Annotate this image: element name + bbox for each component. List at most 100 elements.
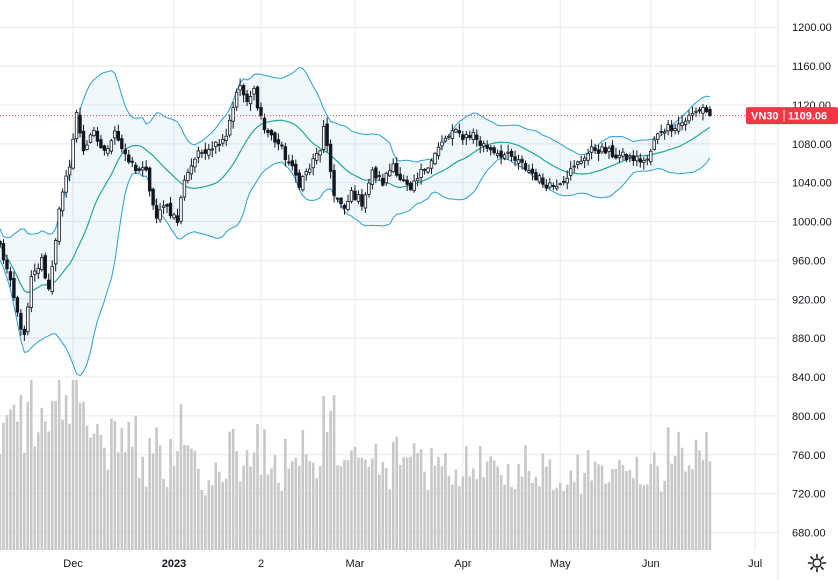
candlesticks[interactable] <box>0 78 712 341</box>
candle[interactable] <box>5 254 9 274</box>
candle[interactable] <box>482 140 486 153</box>
candle[interactable] <box>628 153 632 163</box>
candle[interactable] <box>544 179 549 191</box>
candle[interactable] <box>572 160 576 173</box>
candle[interactable] <box>603 142 608 155</box>
candle[interactable] <box>67 159 72 182</box>
candle[interactable] <box>151 187 155 210</box>
candle[interactable] <box>468 130 472 141</box>
candle[interactable] <box>704 104 709 113</box>
candle[interactable] <box>217 138 221 152</box>
candle[interactable] <box>280 141 284 150</box>
candle[interactable] <box>478 136 482 154</box>
candle[interactable] <box>144 160 148 172</box>
candle[interactable] <box>495 149 500 159</box>
candle[interactable] <box>15 295 20 317</box>
candle[interactable] <box>85 140 89 151</box>
candle[interactable] <box>92 126 96 138</box>
candle[interactable] <box>74 109 79 143</box>
candle[interactable] <box>179 195 183 225</box>
candle[interactable] <box>405 175 409 192</box>
candle[interactable] <box>158 203 162 223</box>
candle[interactable] <box>419 163 423 185</box>
candle[interactable] <box>471 128 475 144</box>
candle[interactable] <box>346 194 350 212</box>
candle[interactable] <box>262 113 267 134</box>
candle[interactable] <box>457 123 462 138</box>
candle[interactable] <box>642 156 646 170</box>
candle[interactable] <box>297 169 301 191</box>
candle[interactable] <box>273 131 277 148</box>
candle[interactable] <box>447 134 451 140</box>
candle[interactable] <box>673 123 677 135</box>
candle[interactable] <box>245 89 249 106</box>
candle[interactable] <box>680 115 684 131</box>
candle[interactable] <box>624 153 629 163</box>
candle[interactable] <box>589 139 594 160</box>
candle[interactable] <box>287 154 291 166</box>
candle[interactable] <box>328 139 333 179</box>
candle[interactable] <box>600 143 604 155</box>
candle[interactable] <box>60 188 65 217</box>
candle[interactable] <box>506 144 510 160</box>
candle[interactable] <box>116 124 121 142</box>
candle[interactable] <box>71 133 75 170</box>
candle[interactable] <box>318 149 322 163</box>
candle[interactable] <box>433 152 437 166</box>
candle[interactable] <box>652 135 656 151</box>
time-axis[interactable]: Dec 2023 2 Mar Apr May Jun Jul <box>63 558 762 570</box>
candle[interactable] <box>530 163 535 181</box>
candle[interactable] <box>676 116 681 135</box>
candle[interactable] <box>335 197 340 203</box>
candle[interactable] <box>502 152 507 161</box>
candle[interactable] <box>22 325 27 341</box>
candle[interactable] <box>266 128 270 138</box>
candle[interactable] <box>440 135 444 151</box>
candle[interactable] <box>377 170 382 181</box>
candle[interactable] <box>252 85 256 101</box>
candle[interactable] <box>610 140 615 159</box>
candle[interactable] <box>454 127 458 134</box>
candle[interactable] <box>12 271 16 301</box>
candle[interactable] <box>450 124 455 146</box>
candle[interactable] <box>214 141 218 155</box>
candle[interactable] <box>123 143 127 161</box>
candle[interactable] <box>370 167 375 190</box>
candle[interactable] <box>255 85 260 111</box>
candle[interactable] <box>367 178 371 198</box>
candle[interactable] <box>231 101 235 129</box>
candle[interactable] <box>102 144 107 156</box>
candle[interactable] <box>186 168 190 184</box>
candle[interactable] <box>631 150 636 166</box>
candle[interactable] <box>196 146 201 164</box>
candle[interactable] <box>290 154 295 171</box>
candle[interactable] <box>140 161 145 177</box>
candle[interactable] <box>683 117 688 131</box>
candle[interactable] <box>520 155 524 170</box>
candle[interactable] <box>617 149 622 163</box>
candle[interactable] <box>607 145 611 160</box>
candle[interactable] <box>649 148 653 166</box>
candle[interactable] <box>541 173 545 188</box>
candle[interactable] <box>168 197 173 219</box>
candle[interactable] <box>662 128 667 140</box>
candle[interactable] <box>562 175 566 186</box>
candle[interactable] <box>113 126 117 145</box>
candle[interactable] <box>697 106 702 114</box>
candle[interactable] <box>534 168 538 181</box>
candle[interactable] <box>485 140 489 153</box>
candle[interactable] <box>0 239 2 248</box>
candle[interactable] <box>569 161 573 181</box>
candle[interactable] <box>516 154 521 170</box>
candle[interactable] <box>492 145 496 155</box>
candle[interactable] <box>241 83 246 103</box>
candle[interactable] <box>579 155 583 165</box>
candle[interactable] <box>175 208 180 226</box>
candle[interactable] <box>363 192 368 214</box>
candle[interactable] <box>558 182 562 186</box>
candle[interactable] <box>659 124 663 136</box>
candle[interactable] <box>308 163 312 176</box>
candle[interactable] <box>395 157 399 178</box>
candle[interactable] <box>8 266 13 287</box>
